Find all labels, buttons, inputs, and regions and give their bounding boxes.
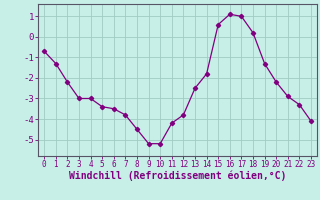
X-axis label: Windchill (Refroidissement éolien,°C): Windchill (Refroidissement éolien,°C) [69,171,286,181]
